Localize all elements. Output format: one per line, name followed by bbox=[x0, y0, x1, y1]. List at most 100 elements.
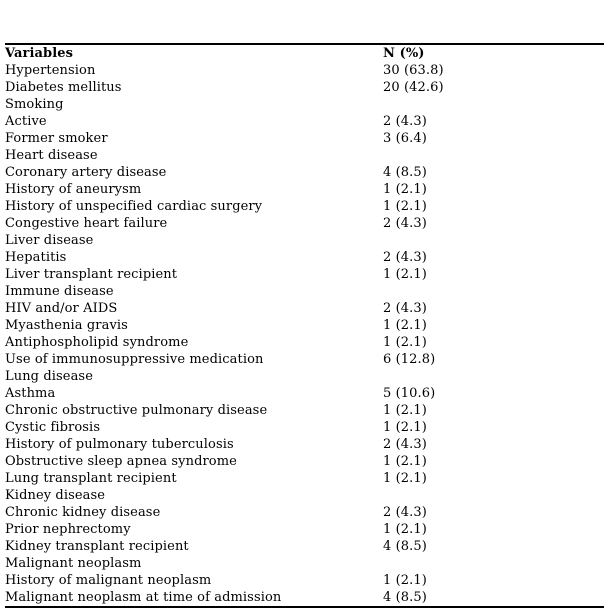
row-value: 1 (2.1) bbox=[383, 454, 427, 469]
row-value bbox=[383, 368, 604, 385]
row-label: Liver transplant recipient bbox=[5, 267, 178, 282]
table-body: Hypertension 30 (63.8) Diabetes mellitus 20… bbox=[5, 62, 604, 607]
variables-table: Variables N (%) Hypertension 30 (63.8) Dia… bbox=[5, 43, 604, 608]
table-row: History of aneurysm 1 (2.1) bbox=[5, 181, 604, 198]
table-row: Congestive heart failure 2 (4.3) bbox=[5, 215, 604, 232]
column-header-variables: Variables bbox=[5, 46, 74, 61]
table-head: Variables N (%) bbox=[5, 44, 604, 62]
table-section-row: Heart disease bbox=[5, 147, 604, 164]
row-value bbox=[383, 232, 604, 249]
row-value: 2 (4.3) bbox=[383, 301, 427, 316]
row-value: 1 (2.1) bbox=[383, 573, 427, 588]
section-label: Liver disease bbox=[5, 233, 94, 248]
row-label: Myasthenia gravis bbox=[5, 318, 128, 333]
section-label: Kidney disease bbox=[5, 488, 106, 503]
row-value bbox=[383, 147, 604, 164]
table-row: Malignant neoplasm at time of admission 4… bbox=[5, 589, 604, 607]
table-row: Cystic fibrosis 1 (2.1) bbox=[5, 419, 604, 436]
row-value bbox=[383, 96, 604, 113]
row-value: 1 (2.1) bbox=[383, 182, 427, 197]
table-section-row: Kidney disease bbox=[5, 487, 604, 504]
section-label: Heart disease bbox=[5, 148, 98, 163]
table-row: Myasthenia gravis 1 (2.1) bbox=[5, 317, 604, 334]
table-row: Use of immunosuppressive medication 6 (12… bbox=[5, 351, 604, 368]
row-label: Former smoker bbox=[5, 131, 108, 146]
row-value bbox=[383, 283, 604, 300]
row-label: HIV and/or AIDS bbox=[5, 301, 118, 316]
table-row: Active 2 (4.3) bbox=[5, 113, 604, 130]
row-value: 2 (4.3) bbox=[383, 250, 427, 265]
table-row: Lung transplant recipient 1 (2.1) bbox=[5, 470, 604, 487]
row-value: 1 (2.1) bbox=[383, 522, 427, 537]
section-label: Smoking bbox=[5, 97, 64, 112]
row-value: 1 (2.1) bbox=[383, 199, 427, 214]
row-label: Chronic kidney disease bbox=[5, 505, 161, 520]
row-value: 1 (2.1) bbox=[383, 335, 427, 350]
table-row: Chronic kidney disease 2 (4.3) bbox=[5, 504, 604, 521]
row-value: 2 (4.3) bbox=[383, 505, 427, 520]
row-label: Hepatitis bbox=[5, 250, 67, 265]
row-value: 3 (6.4) bbox=[383, 131, 427, 146]
row-label: Obstructive sleep apnea syndrome bbox=[5, 454, 237, 469]
table-row: Hepatitis 2 (4.3) bbox=[5, 249, 604, 266]
row-label: Malignant neoplasm at time of admission bbox=[5, 590, 282, 605]
row-value bbox=[383, 555, 604, 572]
row-label: Congestive heart failure bbox=[5, 216, 168, 231]
table-row: Former smoker 3 (6.4) bbox=[5, 130, 604, 147]
row-value: 2 (4.3) bbox=[383, 437, 427, 452]
row-label: History of pulmonary tuberculosis bbox=[5, 437, 234, 452]
section-label: Malignant neoplasm bbox=[5, 556, 142, 571]
table-row: Antiphospholipid syndrome 1 (2.1) bbox=[5, 334, 604, 351]
row-value: 4 (8.5) bbox=[383, 165, 427, 180]
row-value: 4 (8.5) bbox=[383, 590, 427, 605]
table-section-row: Immune disease bbox=[5, 283, 604, 300]
table-row: Coronary artery disease 4 (8.5) bbox=[5, 164, 604, 181]
row-label: Prior nephrectomy bbox=[5, 522, 131, 537]
comorbidities-table: Variables N (%) Hypertension 30 (63.8) Dia… bbox=[5, 43, 604, 608]
row-label: Chronic obstructive pulmonary disease bbox=[5, 403, 268, 418]
table-row: Kidney transplant recipient 4 (8.5) bbox=[5, 538, 604, 555]
row-value bbox=[383, 487, 604, 504]
row-label: Diabetes mellitus bbox=[5, 80, 122, 95]
table-row: Asthma 5 (10.6) bbox=[5, 385, 604, 402]
row-label: Hypertension bbox=[5, 63, 96, 78]
table-row: Diabetes mellitus 20 (42.6) bbox=[5, 79, 604, 96]
table-row: History of unspecified cardiac surgery 1 … bbox=[5, 198, 604, 215]
section-label: Lung disease bbox=[5, 369, 93, 384]
row-value: 2 (4.3) bbox=[383, 216, 427, 231]
row-value: 6 (12.8) bbox=[383, 352, 436, 367]
row-label: History of unspecified cardiac surgery bbox=[5, 199, 263, 214]
table-row: Liver transplant recipient 1 (2.1) bbox=[5, 266, 604, 283]
table-section-row: Malignant neoplasm bbox=[5, 555, 604, 572]
table-section-row: Smoking bbox=[5, 96, 604, 113]
row-value: 1 (2.1) bbox=[383, 267, 427, 282]
section-label: Immune disease bbox=[5, 284, 114, 299]
row-label: Use of immunosuppressive medication bbox=[5, 352, 264, 367]
row-label: History of aneurysm bbox=[5, 182, 142, 197]
table-row: Prior nephrectomy 1 (2.1) bbox=[5, 521, 604, 538]
table-header-row: Variables N (%) bbox=[5, 44, 604, 62]
row-label: History of malignant neoplasm bbox=[5, 573, 212, 588]
row-label: Asthma bbox=[5, 386, 56, 401]
table-section-row: Liver disease bbox=[5, 232, 604, 249]
row-value: 30 (63.8) bbox=[383, 63, 444, 78]
table-row: History of malignant neoplasm 1 (2.1) bbox=[5, 572, 604, 589]
row-label: Kidney transplant recipient bbox=[5, 539, 189, 554]
row-value: 1 (2.1) bbox=[383, 318, 427, 333]
row-label: Active bbox=[5, 114, 47, 129]
row-value: 4 (8.5) bbox=[383, 539, 427, 554]
row-value: 1 (2.1) bbox=[383, 403, 427, 418]
row-value: 5 (10.6) bbox=[383, 386, 436, 401]
table-row: HIV and/or AIDS 2 (4.3) bbox=[5, 300, 604, 317]
row-label: Lung transplant recipient bbox=[5, 471, 177, 486]
table-row: Obstructive sleep apnea syndrome 1 (2.1) bbox=[5, 453, 604, 470]
row-value: 20 (42.6) bbox=[383, 80, 444, 95]
row-label: Cystic fibrosis bbox=[5, 420, 101, 435]
row-value: 1 (2.1) bbox=[383, 471, 427, 486]
row-value: 2 (4.3) bbox=[383, 114, 427, 129]
row-value: 1 (2.1) bbox=[383, 420, 427, 435]
row-label: Antiphospholipid syndrome bbox=[5, 335, 189, 350]
table-row: Hypertension 30 (63.8) bbox=[5, 62, 604, 79]
table-row: History of pulmonary tuberculosis 2 (4.3) bbox=[5, 436, 604, 453]
